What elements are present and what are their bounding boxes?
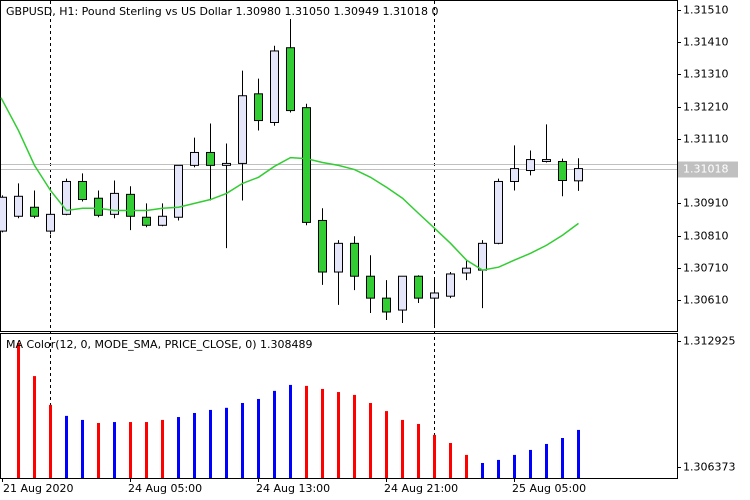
y-tick-label: 1.30910 [683,197,729,210]
candle-body [494,180,503,244]
histogram-bar [177,417,180,478]
histogram-bar [17,343,20,478]
histogram-bar [305,385,308,478]
candle-body [190,151,199,166]
histogram-bar [97,423,100,478]
histogram-bar [49,404,52,478]
histogram-bar [385,411,388,478]
bid-label: 1.31018 [683,163,729,176]
histogram-bar [497,459,500,478]
main-panel [0,0,678,332]
candle-body [94,197,103,216]
histogram-bar [353,394,356,478]
y-tick-label: 1.31210 [683,101,729,114]
histogram-bar [65,415,68,478]
histogram-bar [465,454,468,478]
candle-body [158,215,167,226]
candle-body [510,168,519,182]
indicator-title: MA Color(12, 0, MODE_SMA, PRICE_CLOSE, 0… [6,338,313,351]
candle-body [174,164,183,218]
candle-body [462,267,471,274]
candle-body [318,219,327,273]
histogram-bar [401,419,404,478]
histogram-bar [225,407,228,478]
candle-body [382,297,391,313]
histogram-bar [561,438,564,478]
candle-body [238,95,247,164]
x-tick-label: 24 Aug 13:00 [256,482,330,495]
histogram-bar [337,392,340,478]
histogram-bar [449,443,452,478]
candle-body [30,206,39,217]
bid-label-box [678,161,738,178]
candle-body [46,213,55,232]
chart-title: GBPUSD, H1: Pound Sterling vs US Dollar … [6,5,439,18]
histogram-bar [321,388,324,478]
y-tick-label: 1.30810 [683,230,729,243]
histogram-bar [369,403,372,478]
indicator-panel [0,333,678,479]
y-tick-label: 1.306373 [683,461,736,474]
histogram-bar [129,422,132,478]
candle-body [254,93,263,122]
candle-body [302,107,311,223]
candle-body [142,216,151,226]
candle-body [526,159,535,172]
x-tick-label: 25 Aug 05:00 [512,482,586,495]
histogram-bar [273,390,276,478]
histogram-bar [481,463,484,478]
histogram-bar [241,403,244,478]
y-tick-label: 1.31310 [683,68,729,81]
candle-body [286,47,295,112]
candle-body [350,242,359,277]
ma-line [0,97,579,271]
candle-body [558,160,567,182]
histogram-bar [209,409,212,478]
histogram-bar [145,422,148,478]
y-tick-label: 1.31510 [683,4,729,17]
candle-body [14,195,23,217]
x-tick-label: 24 Aug 05:00 [128,482,202,495]
candle-body [206,151,215,166]
candle-body [398,275,407,311]
candle-body [110,192,119,215]
candle-body [126,193,135,217]
candle-body [430,292,439,299]
histogram-bar [417,423,420,478]
candle-body [0,196,7,232]
candle-body [62,180,71,215]
histogram-bar [529,449,532,478]
histogram-bar [33,376,36,478]
y-tick-label: 1.31110 [683,133,729,146]
histogram-bar [433,434,436,478]
x-tick-label: 21 Aug 2020 [3,482,73,495]
candle-body [414,275,423,299]
y-tick-label: 1.30610 [683,294,729,307]
y-tick-label: 1.31410 [683,36,729,49]
histogram-bar [289,384,292,478]
candle-body [366,275,375,299]
histogram-bar [193,413,196,478]
histogram-bar [161,419,164,478]
candle-body [574,168,583,182]
histogram-bar [513,454,516,478]
histogram-bar [257,398,260,478]
candle-body [542,159,551,162]
candle-body [478,242,487,271]
histogram-bar [81,419,84,478]
histogram-bar [577,429,580,478]
candle-body [270,50,279,123]
candle-body [78,180,87,201]
candle-body [222,162,231,166]
histogram-bar [113,422,116,478]
y-tick-label: 1.30710 [683,262,729,275]
x-tick-label: 24 Aug 21:00 [384,482,458,495]
histogram-bar [545,443,548,478]
candle-body [446,273,455,297]
candle-body [334,242,343,273]
y-tick-label: 1.312925 [683,335,736,348]
